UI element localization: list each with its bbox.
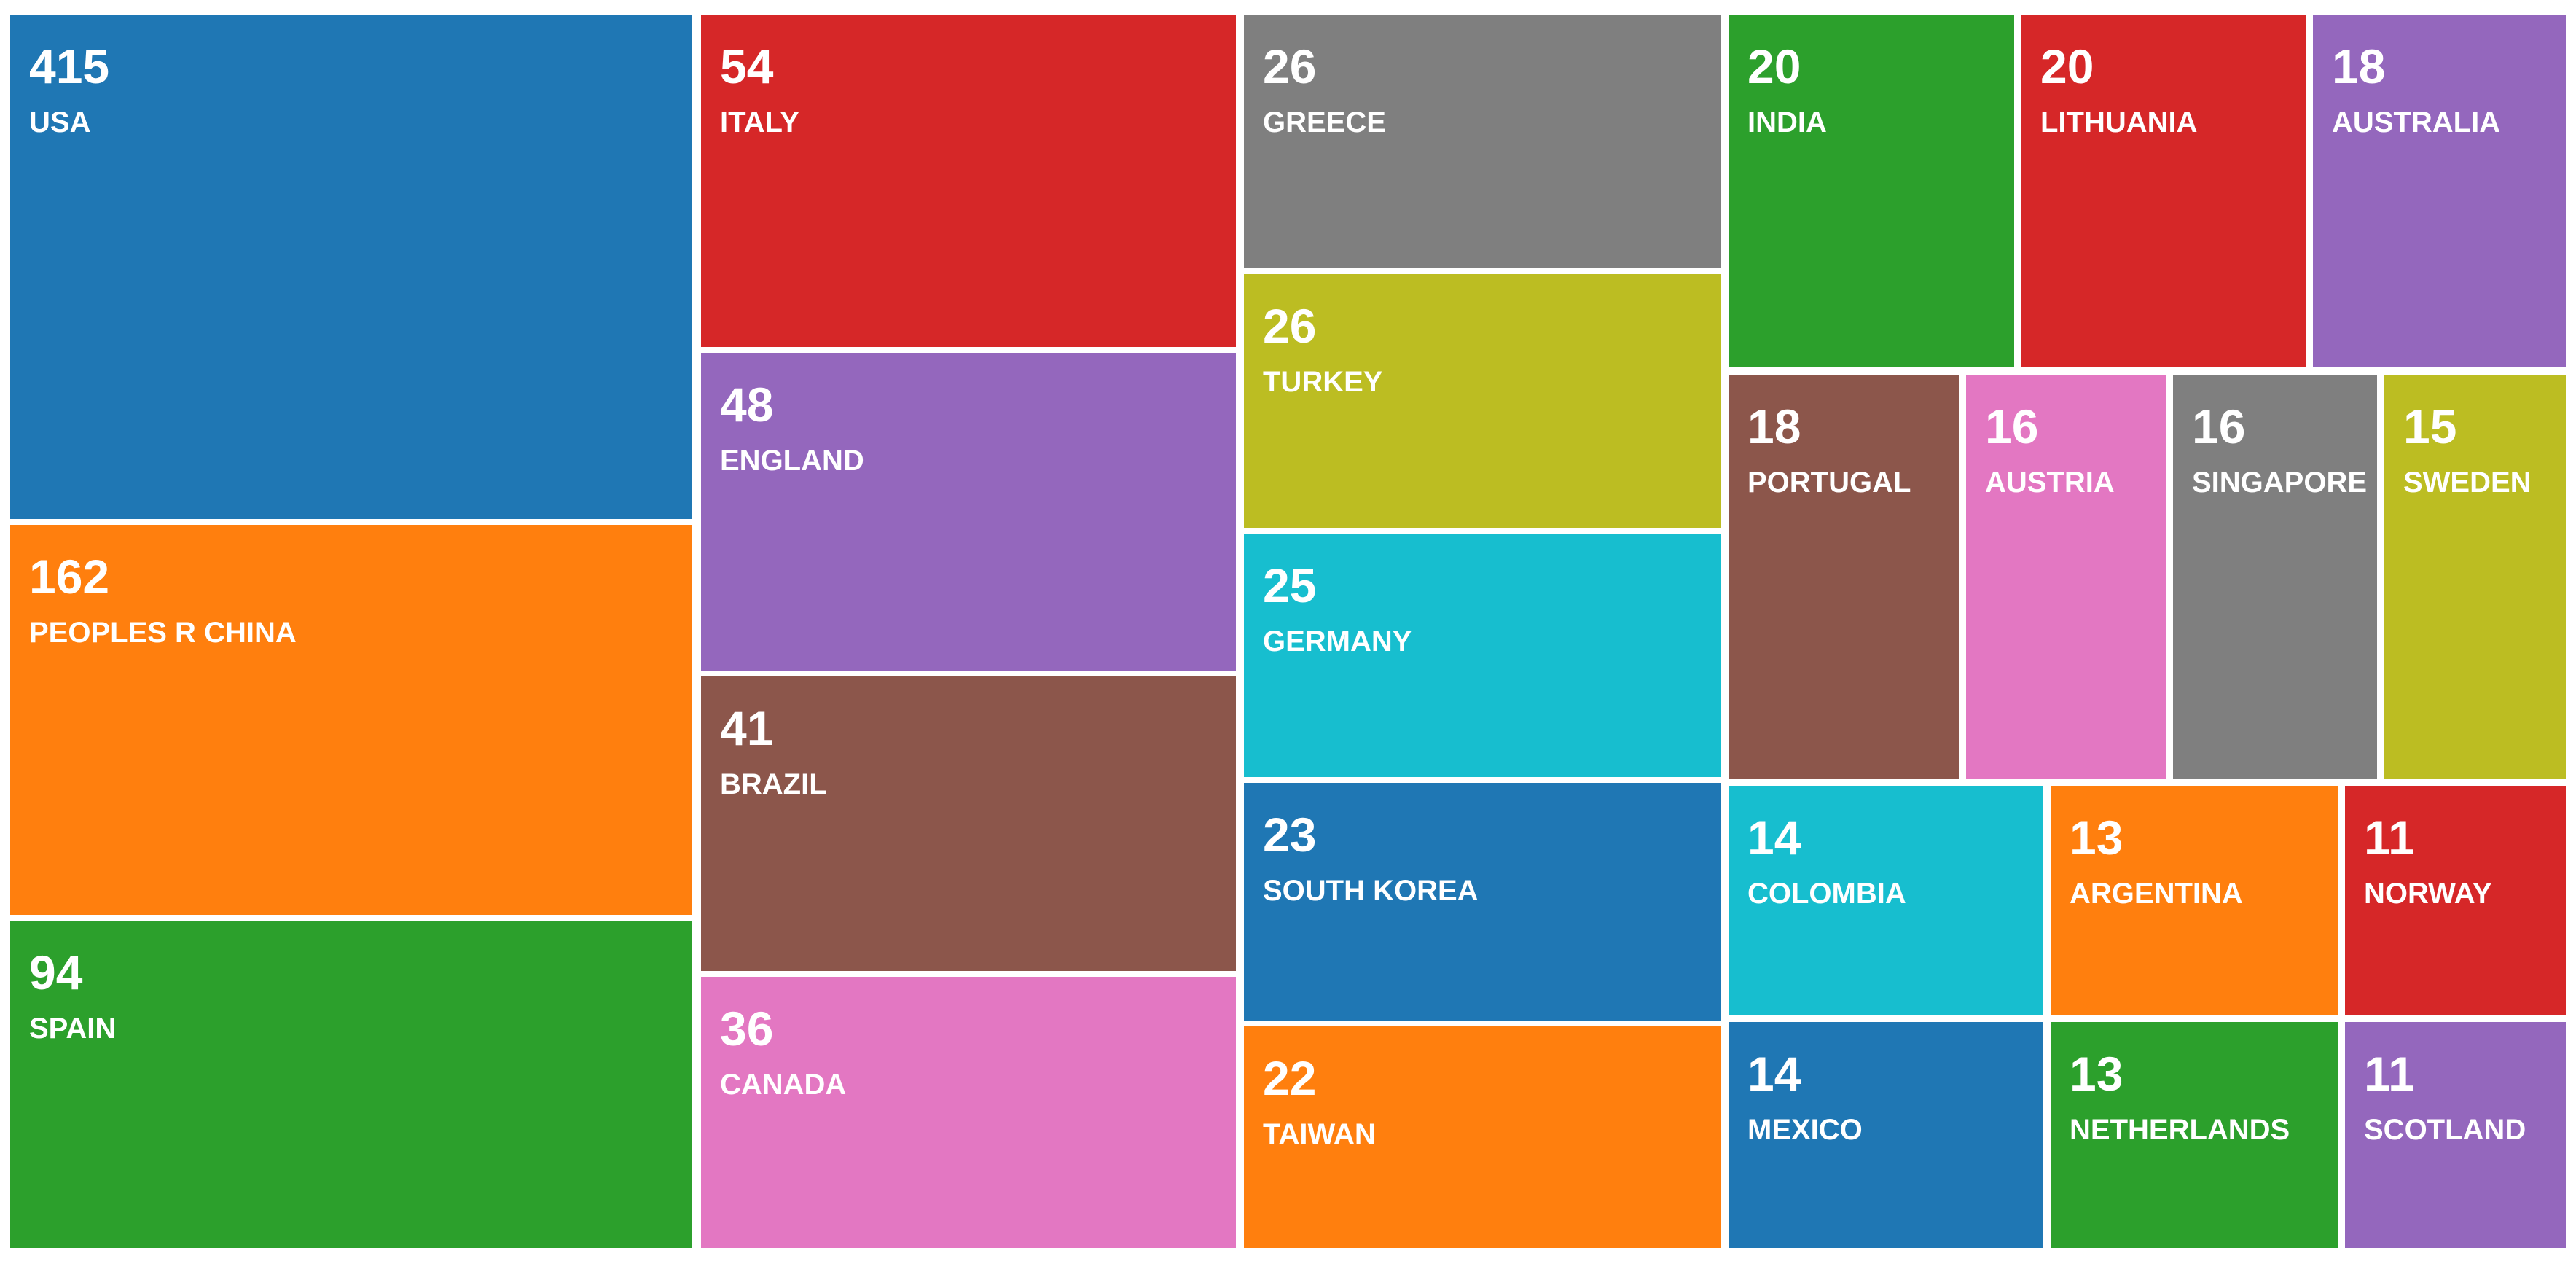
cell-value: 18 (1747, 399, 1801, 453)
treemap-cell-scotland: 11 SCOTLAND (2345, 1022, 2566, 1248)
cell-value: 16 (2192, 399, 2246, 453)
cell-label: MEXICO (1747, 1114, 1863, 1146)
treemap-cell-south-korea: 23 SOUTH KOREA (1244, 783, 1721, 1021)
cell-value: 36 (720, 1002, 774, 1056)
cell-label: SOUTH KOREA (1263, 875, 1479, 907)
cell-label: TURKEY (1263, 366, 1383, 398)
cell-label: GERMANY (1263, 625, 1412, 658)
treemap-cell-australia: 18 AUSTRALIA (2313, 15, 2566, 367)
treemap-cell-germany: 25 GERMANY (1244, 534, 1721, 777)
cell-label: TAIWAN (1263, 1118, 1376, 1150)
cell-label: COLOMBIA (1747, 878, 1906, 910)
treemap-cell-taiwan: 22 TAIWAN (1244, 1026, 1721, 1248)
cell-label: BRAZIL (720, 768, 827, 800)
cell-value: 41 (720, 701, 774, 755)
cell-value: 23 (1263, 808, 1317, 862)
cell-value: 13 (2070, 1047, 2123, 1101)
treemap-cell-colombia: 14 COLOMBIA (1729, 786, 2043, 1015)
treemap-cell-italy: 54 ITALY (701, 15, 1236, 347)
treemap-cell-turkey: 26 TURKEY (1244, 274, 1721, 528)
cell-value: 22 (1263, 1051, 1317, 1105)
cell-value: 54 (720, 39, 774, 93)
treemap-cell-india: 20 INDIA (1729, 15, 2014, 367)
treemap-cell-mexico: 14 MEXICO (1729, 1022, 2043, 1248)
cell-value: 11 (2364, 811, 2415, 865)
treemap-cell-sweden: 15 SWEDEN (2384, 375, 2566, 779)
cell-value: 18 (2332, 39, 2386, 93)
treemap-cell-norway: 11 NORWAY (2345, 786, 2566, 1015)
cell-label: NETHERLANDS (2070, 1114, 2290, 1146)
treemap-cell-singapore: 16 SINGAPORE (2173, 375, 2377, 779)
treemap-cell-peoples-r-china: 162 PEOPLES R CHINA (10, 525, 692, 915)
cell-value: 20 (2040, 39, 2094, 93)
cell-value: 415 (29, 39, 110, 93)
cell-value: 14 (1747, 811, 1801, 865)
treemap-cell-portugal: 18 PORTUGAL (1729, 375, 1959, 779)
cell-label: SINGAPORE (2192, 467, 2368, 499)
cell-label: GREECE (1263, 106, 1386, 139)
treemap-cell-usa: 415 USA (10, 15, 692, 519)
treemap-cell-argentina: 13 ARGENTINA (2051, 786, 2338, 1015)
cell-value: 48 (720, 378, 774, 432)
cell-label: ENGLAND (720, 445, 864, 477)
cell-label: NORWAY (2364, 878, 2492, 910)
cell-label: ITALY (720, 106, 799, 139)
cell-label: PORTUGAL (1747, 467, 1911, 499)
cell-value: 94 (29, 945, 83, 999)
treemap-cell-greece: 26 GREECE (1244, 15, 1721, 268)
cell-label: PEOPLES R CHINA (29, 617, 297, 649)
cell-label: CANADA (720, 1069, 847, 1101)
treemap-cell-canada: 36 CANADA (701, 977, 1236, 1248)
cell-value: 26 (1263, 299, 1317, 353)
cell-label: AUSTRIA (1985, 467, 2115, 499)
cell-value: 15 (2403, 399, 2457, 453)
cell-label: LITHUANIA (2040, 106, 2198, 139)
treemap-cell-austria: 16 AUSTRIA (1966, 375, 2166, 779)
cell-label: AUSTRALIA (2332, 106, 2501, 139)
cell-label: USA (29, 106, 91, 139)
treemap-cell-brazil: 41 BRAZIL (701, 676, 1236, 971)
treemap-cell-england: 48 ENGLAND (701, 353, 1236, 671)
cell-value: 14 (1747, 1047, 1801, 1101)
cell-label: SWEDEN (2403, 467, 2532, 499)
cell-value: 16 (1985, 399, 2039, 453)
cell-value: 13 (2070, 811, 2123, 865)
cell-label: ARGENTINA (2070, 878, 2243, 910)
treemap-cell-netherlands: 13 NETHERLANDS (2051, 1022, 2338, 1248)
treemap-cell-spain: 94 SPAIN (10, 921, 692, 1248)
cell-label: INDIA (1747, 106, 1827, 139)
cell-value: 162 (29, 550, 110, 604)
cell-value: 20 (1747, 39, 1801, 93)
cell-value: 25 (1263, 558, 1317, 612)
cell-value: 26 (1263, 39, 1317, 93)
cell-value: 11 (2364, 1047, 2415, 1101)
treemap-cell-lithuania: 20 LITHUANIA (2021, 15, 2306, 367)
cell-label: SCOTLAND (2364, 1114, 2526, 1146)
cell-label: SPAIN (29, 1013, 117, 1045)
